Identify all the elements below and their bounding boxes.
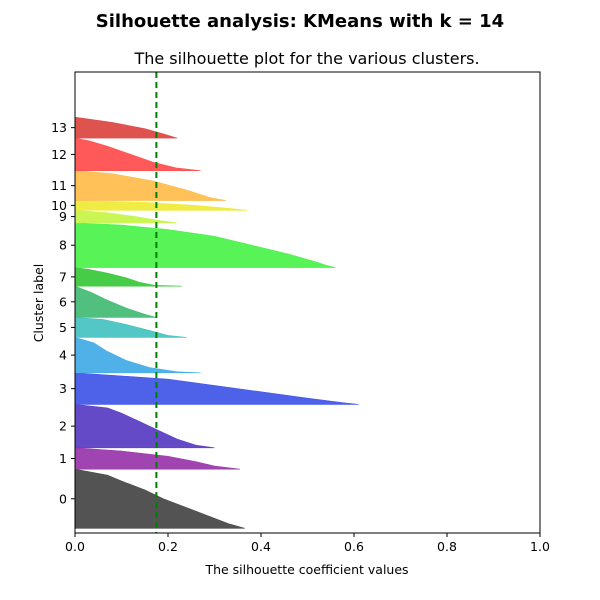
y-tick-label: 10: [51, 198, 67, 213]
cluster-band-9: [74, 209, 178, 224]
x-tick-label: 0.6: [344, 539, 364, 554]
cluster-band-10: [74, 200, 248, 211]
y-tick-label: 2: [59, 419, 67, 434]
cluster-band-11: [74, 170, 227, 201]
y-tick-label: 7: [59, 269, 67, 284]
y-tick-label: 12: [51, 147, 67, 162]
figure-suptitle: Silhouette analysis: KMeans with k = 14: [96, 11, 504, 32]
y-tick-label: 0: [59, 491, 67, 506]
x-tick-label: 1.0: [530, 539, 550, 554]
y-tick-label: 5: [59, 320, 67, 335]
cluster-band-6: [74, 285, 157, 318]
axes-frame: [74, 71, 541, 534]
y-tick-label: 8: [59, 238, 67, 253]
cluster-band-2: [74, 404, 215, 449]
y-tick-label: 1: [59, 451, 67, 466]
x-axis-ticks: 0.0 0.2 0.4 0.6 0.8 1.0: [65, 533, 550, 554]
x-tick-label: 0.0: [65, 539, 85, 554]
cluster-band-13: [74, 116, 178, 139]
cluster-band-3: [74, 372, 359, 405]
x-tick-label: 0.8: [437, 539, 457, 554]
cluster-band-0: [74, 468, 245, 529]
y-tick-label: 11: [51, 178, 67, 193]
x-tick-label: 0.2: [158, 539, 178, 554]
x-tick-label: 0.4: [251, 539, 271, 554]
y-tick-label: 9: [59, 209, 67, 224]
cluster-band-1: [74, 447, 241, 470]
y-tick-label: 4: [59, 348, 67, 363]
y-tick-label: 6: [59, 294, 67, 309]
y-tick-label: 3: [59, 381, 67, 396]
cluster-band-8: [74, 222, 336, 268]
x-axis-label: The silhouette coefficient values: [204, 562, 408, 577]
cluster-band-12: [74, 137, 201, 172]
cluster-band-5: [74, 317, 187, 338]
chart-title: The silhouette plot for the various clus…: [133, 49, 479, 68]
y-tick-label: 13: [51, 120, 67, 135]
y-axis-label: Cluster label: [31, 264, 46, 343]
cluster-band-4: [74, 337, 201, 374]
cluster-bands: [74, 116, 359, 529]
cluster-band-7: [74, 267, 182, 287]
